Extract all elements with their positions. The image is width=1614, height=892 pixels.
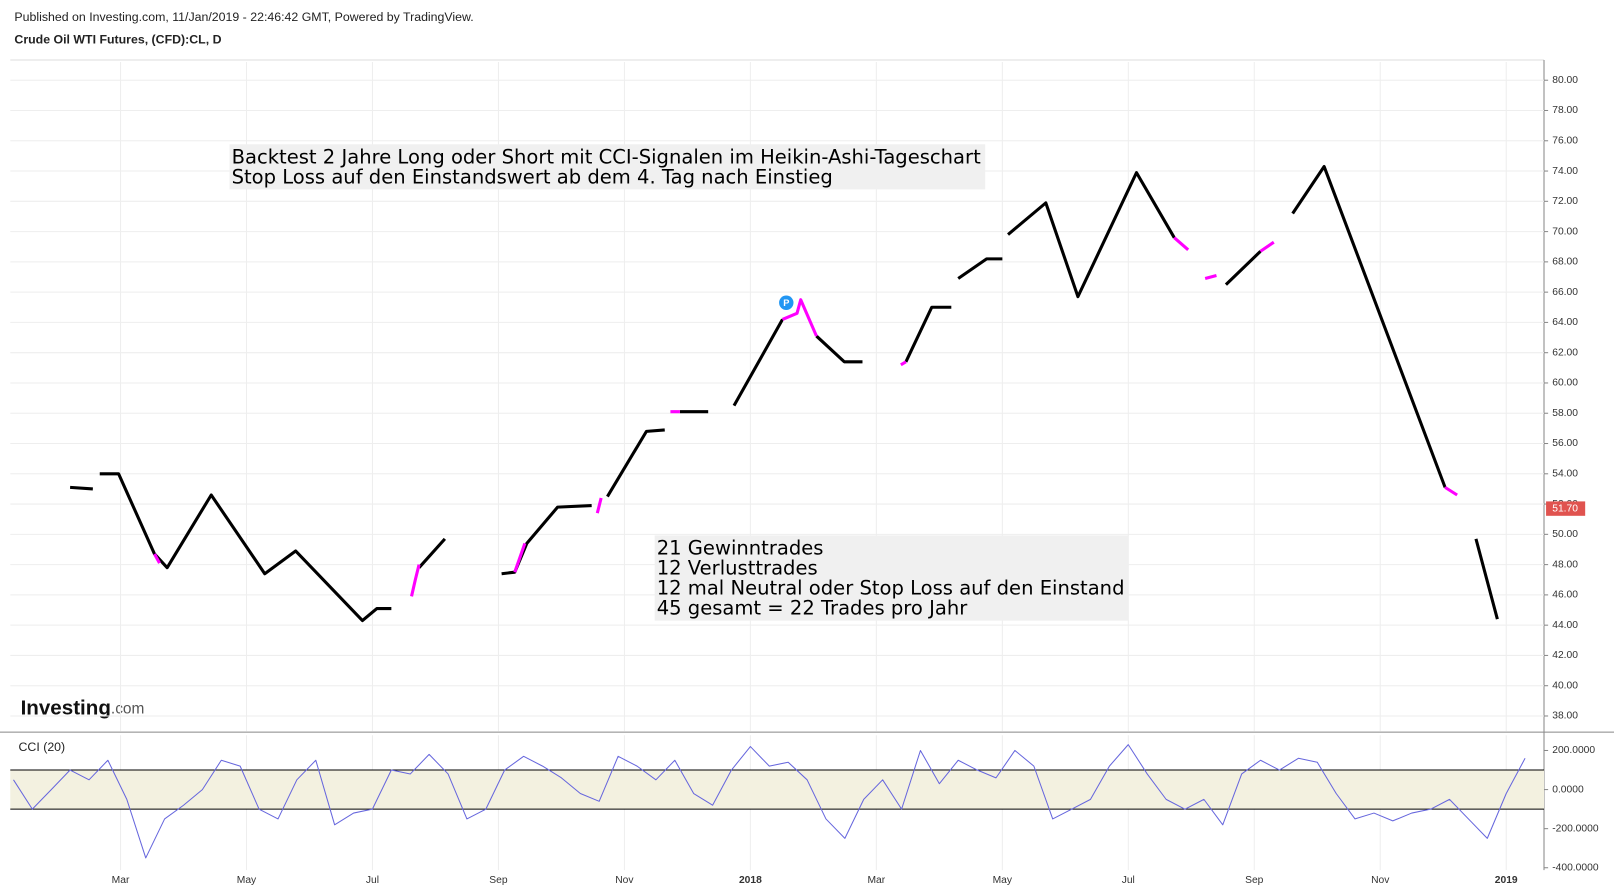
- x-tick-label: 2018: [739, 875, 762, 886]
- y-tick-label: 56.00: [1552, 438, 1578, 449]
- x-tick-label: Jul: [1122, 875, 1135, 886]
- y-tick-label: -200.0000: [1552, 823, 1599, 834]
- x-tick-label: Mar: [867, 875, 885, 886]
- y-tick-label: 54.00: [1552, 469, 1578, 480]
- logo: Investing.com: [21, 697, 145, 720]
- y-tick-label: 80.00: [1552, 75, 1578, 86]
- marker: [779, 295, 794, 310]
- y-tick-label: 64.00: [1552, 317, 1578, 328]
- last-price-label: 51.70: [1552, 503, 1578, 514]
- y-tick-label: 58.00: [1552, 408, 1578, 419]
- logo-suffix: .com: [111, 701, 144, 718]
- y-tick-label: 60.00: [1552, 378, 1578, 389]
- y-tick-label: 68.00: [1552, 257, 1578, 268]
- annotation-text: 21 Gewinntrades: [657, 536, 824, 559]
- y-tick-label: 38.00: [1552, 711, 1578, 722]
- last-price-tag: [1546, 501, 1586, 516]
- y-tick-label: 48.00: [1552, 559, 1578, 570]
- data-line: [153, 236, 1458, 597]
- x-tick-label: 2019: [1495, 875, 1518, 886]
- x-tick-label: Mar: [112, 875, 130, 886]
- y-tick-label: 46.00: [1552, 590, 1578, 601]
- annotation-text: 45 gesamt = 22 Trades pro Jahr: [657, 597, 969, 620]
- cci-title: CCI (20): [19, 740, 66, 754]
- y-tick-label: 50.00: [1552, 529, 1578, 540]
- y-tick-label: 0.0000: [1552, 784, 1584, 795]
- y-tick-label: 74.00: [1552, 166, 1578, 177]
- data-line: [13, 744, 1526, 859]
- annotation-text: Stop Loss auf den Einstandswert ab dem 4…: [232, 165, 833, 188]
- annotation-text: 12 Verlusttrades: [657, 557, 818, 580]
- y-tick-label: 40.00: [1552, 680, 1578, 691]
- cci-band: [10, 770, 1545, 810]
- y-tick-label: 200.0000: [1552, 745, 1595, 756]
- y-tick-label: 44.00: [1552, 620, 1578, 631]
- y-tick-label: -400.0000: [1552, 862, 1599, 873]
- logo-main: Investing: [21, 697, 111, 720]
- symbol-line: Crude Oil WTI Futures, (CFD):CL, D: [14, 33, 221, 47]
- y-tick-label: 78.00: [1552, 105, 1578, 116]
- y-tick-label: 62.00: [1552, 347, 1578, 358]
- annotation-text: 12 mal Neutral oder Stop Loss auf den Ei…: [657, 577, 1125, 600]
- y-tick-label: 66.00: [1552, 287, 1578, 298]
- annotation-text: Backtest 2 Jahre Long oder Short mit CCI…: [232, 145, 981, 168]
- x-tick-label: May: [993, 875, 1013, 886]
- annotation-bg: [654, 535, 1129, 621]
- marker-label: P: [783, 298, 789, 308]
- x-tick-label: Sep: [1245, 875, 1264, 886]
- x-tick-label: Jul: [366, 875, 379, 886]
- y-tick-label: 70.00: [1552, 226, 1578, 237]
- y-tick-label: 72.00: [1552, 196, 1578, 207]
- annotation-box: Backtest 2 Jahre Long oder Short mit CCI…: [229, 144, 986, 190]
- x-tick-label: May: [237, 875, 257, 886]
- x-tick-label: Nov: [1371, 875, 1390, 886]
- y-tick-label: 76.00: [1552, 135, 1578, 146]
- annotation-bg: [229, 144, 986, 190]
- published-line: Published on Investing.com, 11/Jan/2019 …: [14, 10, 473, 24]
- x-tick-label: Nov: [615, 875, 634, 886]
- data-line: [69, 164, 1499, 623]
- x-tick-label: Sep: [489, 875, 508, 886]
- y-tick-label: 42.00: [1552, 650, 1578, 661]
